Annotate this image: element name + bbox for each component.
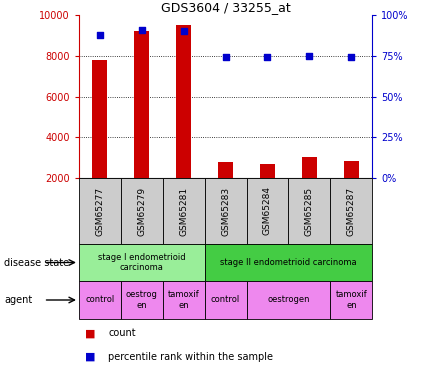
Text: tamoxif
en: tamoxif en — [336, 290, 367, 310]
Bar — [205, 281, 247, 319]
Bar — [330, 178, 372, 244]
Point — [264, 54, 271, 60]
Bar — [162, 281, 205, 319]
Text: oestrogen: oestrogen — [267, 296, 310, 304]
Bar — [79, 244, 205, 281]
Point — [222, 54, 229, 60]
Text: stage I endometrioid
carcinoma: stage I endometrioid carcinoma — [98, 253, 186, 272]
Text: agent: agent — [4, 295, 32, 305]
Bar — [289, 178, 330, 244]
Bar — [92, 60, 107, 219]
Bar — [121, 178, 162, 244]
Point — [180, 28, 187, 34]
Bar — [218, 162, 233, 219]
Point — [348, 54, 355, 60]
Bar — [247, 178, 289, 244]
Bar — [302, 157, 317, 219]
Point — [138, 27, 145, 33]
Text: control: control — [85, 296, 114, 304]
Bar — [177, 25, 191, 219]
Title: GDS3604 / 33255_at: GDS3604 / 33255_at — [161, 1, 290, 14]
Bar — [247, 281, 330, 319]
Text: ■: ■ — [85, 328, 95, 339]
Text: count: count — [108, 328, 136, 339]
Text: GSM65277: GSM65277 — [95, 186, 104, 236]
Text: GSM65283: GSM65283 — [221, 186, 230, 236]
Text: stage II endometrioid carcinoma: stage II endometrioid carcinoma — [220, 258, 357, 267]
Bar — [344, 161, 359, 219]
Bar — [79, 178, 121, 244]
Text: GSM65287: GSM65287 — [347, 186, 356, 236]
Bar — [162, 178, 205, 244]
Text: oestrog
en: oestrog en — [126, 290, 158, 310]
Text: GSM65281: GSM65281 — [179, 186, 188, 236]
Bar — [205, 244, 372, 281]
Text: tamoxif
en: tamoxif en — [168, 290, 200, 310]
Text: disease state: disease state — [4, 258, 70, 267]
Text: control: control — [211, 296, 240, 304]
Bar — [260, 164, 275, 219]
Text: GSM65284: GSM65284 — [263, 186, 272, 236]
Bar — [79, 281, 121, 319]
Bar — [134, 32, 149, 219]
Text: GSM65285: GSM65285 — [305, 186, 314, 236]
Text: ■: ■ — [85, 351, 95, 361]
Text: GSM65279: GSM65279 — [137, 186, 146, 236]
Text: percentile rank within the sample: percentile rank within the sample — [108, 351, 273, 361]
Bar — [205, 178, 247, 244]
Point — [306, 53, 313, 59]
Bar — [330, 281, 372, 319]
Point — [96, 32, 103, 38]
Bar — [121, 281, 162, 319]
